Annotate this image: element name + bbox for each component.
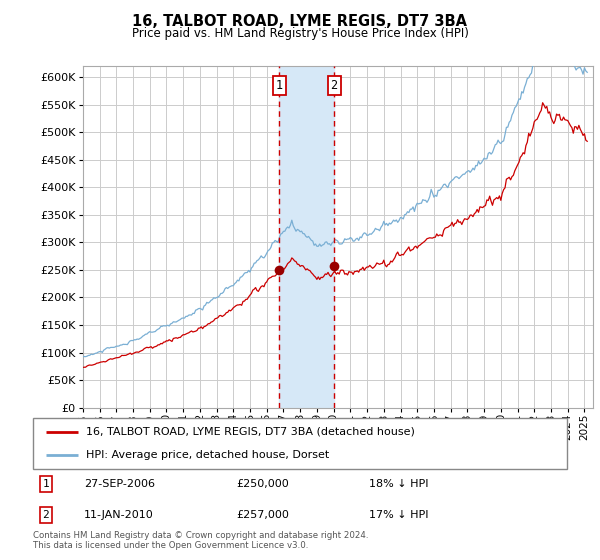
Text: 27-SEP-2006: 27-SEP-2006: [84, 479, 155, 489]
FancyBboxPatch shape: [33, 418, 567, 469]
Text: 2: 2: [331, 79, 338, 92]
Text: 1: 1: [43, 479, 49, 489]
Text: Price paid vs. HM Land Registry's House Price Index (HPI): Price paid vs. HM Land Registry's House …: [131, 27, 469, 40]
Text: HPI: Average price, detached house, Dorset: HPI: Average price, detached house, Dors…: [86, 450, 329, 460]
Text: 2: 2: [43, 510, 49, 520]
Text: 16, TALBOT ROAD, LYME REGIS, DT7 3BA: 16, TALBOT ROAD, LYME REGIS, DT7 3BA: [133, 14, 467, 29]
Bar: [279, 66, 334, 408]
Text: 17% ↓ HPI: 17% ↓ HPI: [370, 510, 429, 520]
Text: 16, TALBOT ROAD, LYME REGIS, DT7 3BA (detached house): 16, TALBOT ROAD, LYME REGIS, DT7 3BA (de…: [86, 427, 415, 437]
Text: £250,000: £250,000: [236, 479, 289, 489]
Text: Contains HM Land Registry data © Crown copyright and database right 2024.
This d: Contains HM Land Registry data © Crown c…: [33, 531, 368, 550]
Text: £257,000: £257,000: [236, 510, 289, 520]
Text: 18% ↓ HPI: 18% ↓ HPI: [370, 479, 429, 489]
Text: 11-JAN-2010: 11-JAN-2010: [84, 510, 154, 520]
Text: 1: 1: [275, 79, 283, 92]
